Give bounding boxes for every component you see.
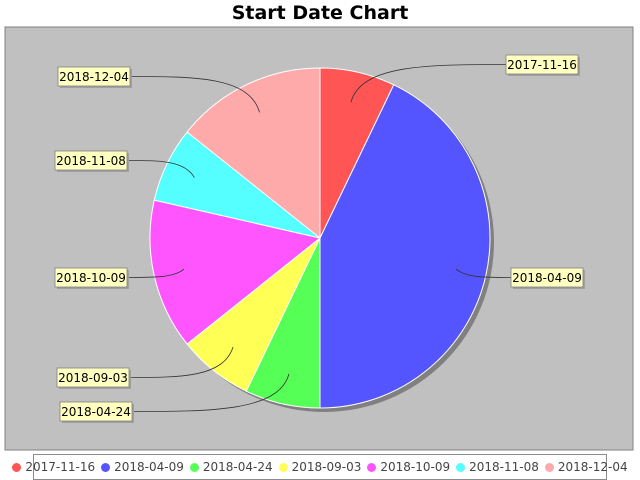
legend-dot-icon	[278, 462, 288, 472]
legend-label: 2017-11-16	[25, 460, 96, 474]
slice-label-2018-04-09: 2018-04-09	[510, 267, 585, 289]
legend-dot-icon	[12, 462, 22, 472]
slice-label-text: 2018-09-03	[58, 371, 128, 385]
legend-label: 2018-11-08	[469, 460, 539, 474]
leader-line-2018-11-08	[126, 160, 195, 178]
slice-label-2018-04-24: 2018-04-24	[59, 401, 134, 423]
legend-item-2018-04-24: 2018-04-24	[189, 460, 273, 474]
leader-line-2018-04-09	[455, 268, 512, 278]
slice-label-text: 2018-04-24	[61, 405, 131, 419]
leader-line-2018-10-09	[126, 268, 185, 278]
legend-dot-icon	[367, 462, 377, 472]
leader-line-2018-09-03	[128, 346, 234, 378]
legend-item-2018-09-03: 2018-09-03	[278, 460, 362, 474]
legend-dot-icon	[189, 462, 199, 472]
legend-label: 2018-12-04	[557, 460, 628, 474]
chart-title: Start Date Chart	[231, 2, 409, 24]
slice-label-2018-12-04: 2018-12-04	[57, 66, 132, 88]
legend-item-2018-10-09: 2018-10-09	[367, 460, 450, 474]
pie-slice-2018-10-09	[149, 199, 322, 345]
legend-label: 2018-09-03	[291, 460, 362, 474]
slice-label-text: 2018-12-04	[59, 70, 129, 84]
leader-line-2017-11-16	[350, 64, 507, 103]
slice-label-2018-10-09: 2018-10-09	[54, 267, 129, 289]
legend-item-2017-11-16: 2017-11-16	[12, 460, 95, 474]
pie-slice-2018-12-04	[186, 67, 321, 240]
slice-label-text: 2017-11-16	[507, 58, 577, 72]
legend-dot-icon	[544, 462, 554, 472]
slice-label-text: 2018-10-09	[56, 271, 126, 285]
legend-label: 2018-04-24	[202, 460, 273, 474]
pie-slice-2018-04-09	[319, 84, 491, 409]
legend-dot-icon	[101, 462, 111, 472]
slice-label-2017-11-16: 2017-11-16	[505, 54, 580, 76]
legend: 2017-11-16 2018-04-09 2018-04-24 2018-09-03…	[12, 454, 628, 480]
legend-label: 2018-10-09	[380, 460, 451, 474]
legend-label: 2018-04-09	[114, 460, 184, 474]
slice-label-text: 2018-04-09	[512, 271, 582, 285]
legend-item-2018-04-09: 2018-04-09	[101, 460, 184, 474]
legend-item-2018-12-04: 2018-12-04	[544, 460, 628, 474]
leader-line-2018-12-04	[129, 76, 260, 113]
slice-label-text: 2018-11-08	[56, 154, 126, 168]
slice-label-2018-11-08: 2018-11-08	[54, 150, 129, 172]
legend-dot-icon	[456, 462, 466, 472]
legend-item-2018-11-08: 2018-11-08	[456, 460, 539, 474]
leader-line-2018-04-24	[131, 373, 290, 412]
slice-label-2018-09-03: 2018-09-03	[56, 367, 131, 389]
